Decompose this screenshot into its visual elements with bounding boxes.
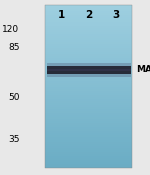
Bar xyxy=(45,34,132,36)
Bar xyxy=(46,66,130,74)
Bar xyxy=(45,76,132,78)
Bar xyxy=(45,99,132,101)
Bar xyxy=(45,62,132,64)
Bar xyxy=(45,74,132,76)
Bar xyxy=(45,135,132,138)
Bar xyxy=(45,109,132,111)
Bar xyxy=(45,38,132,40)
Bar xyxy=(45,131,132,133)
Bar xyxy=(45,105,132,107)
Bar xyxy=(45,60,132,62)
Bar xyxy=(45,68,132,70)
Bar xyxy=(45,54,132,56)
Bar xyxy=(45,32,132,34)
Bar xyxy=(45,50,132,52)
Bar xyxy=(45,46,132,48)
Bar xyxy=(46,63,130,77)
Text: MAOA: MAOA xyxy=(136,65,150,75)
Bar xyxy=(45,111,132,113)
Bar xyxy=(45,150,132,152)
Bar xyxy=(45,7,132,9)
Bar xyxy=(45,40,132,42)
Bar xyxy=(45,158,132,160)
Bar xyxy=(45,142,132,144)
Text: 50: 50 xyxy=(8,93,20,103)
Bar xyxy=(46,69,130,71)
Bar xyxy=(45,85,132,87)
Bar xyxy=(45,103,132,105)
Bar xyxy=(45,24,132,26)
Bar xyxy=(45,146,132,148)
Bar xyxy=(45,115,132,117)
Bar xyxy=(45,152,132,154)
Bar xyxy=(45,139,132,142)
Bar xyxy=(45,138,132,139)
Bar xyxy=(45,154,132,156)
Bar xyxy=(45,18,132,19)
Bar xyxy=(45,89,132,91)
Bar xyxy=(45,93,132,95)
Bar xyxy=(45,19,132,22)
Bar xyxy=(45,127,132,129)
Text: 3: 3 xyxy=(112,10,119,20)
Bar xyxy=(45,5,132,168)
Bar xyxy=(45,121,132,123)
Bar xyxy=(45,133,132,135)
Bar xyxy=(45,48,132,50)
Bar xyxy=(45,113,132,115)
Bar xyxy=(45,26,132,28)
Bar xyxy=(45,162,132,164)
Bar xyxy=(45,97,132,99)
Bar xyxy=(45,5,132,7)
Bar xyxy=(45,72,132,74)
Bar xyxy=(45,123,132,125)
Bar xyxy=(45,30,132,32)
Bar xyxy=(45,95,132,97)
Bar xyxy=(45,148,132,150)
Bar xyxy=(45,64,132,66)
Bar xyxy=(45,119,132,121)
Bar xyxy=(45,78,132,81)
Bar xyxy=(45,22,132,24)
Bar xyxy=(45,117,132,119)
Bar xyxy=(45,36,132,38)
Text: 35: 35 xyxy=(8,135,20,145)
Bar xyxy=(45,42,132,44)
Bar xyxy=(45,56,132,58)
Bar xyxy=(45,144,132,146)
Bar xyxy=(45,15,132,18)
Bar xyxy=(45,9,132,11)
Bar xyxy=(45,107,132,109)
Bar xyxy=(45,101,132,103)
Bar xyxy=(45,156,132,158)
Bar xyxy=(45,66,132,68)
Text: 120: 120 xyxy=(2,25,20,34)
Bar xyxy=(45,28,132,30)
Bar xyxy=(45,80,132,83)
Bar xyxy=(45,160,132,162)
Text: 1: 1 xyxy=(58,10,65,20)
Bar xyxy=(45,58,132,60)
Bar xyxy=(45,11,132,13)
Text: 2: 2 xyxy=(85,10,92,20)
Bar xyxy=(45,129,132,131)
Bar xyxy=(45,164,132,166)
Bar xyxy=(45,52,132,54)
Text: 85: 85 xyxy=(8,43,20,52)
Bar xyxy=(45,91,132,93)
Bar xyxy=(45,70,132,72)
Bar xyxy=(45,44,132,46)
Bar xyxy=(45,83,132,85)
Bar xyxy=(45,125,132,127)
Bar xyxy=(45,87,132,89)
Bar xyxy=(45,166,132,168)
Bar xyxy=(45,13,132,15)
